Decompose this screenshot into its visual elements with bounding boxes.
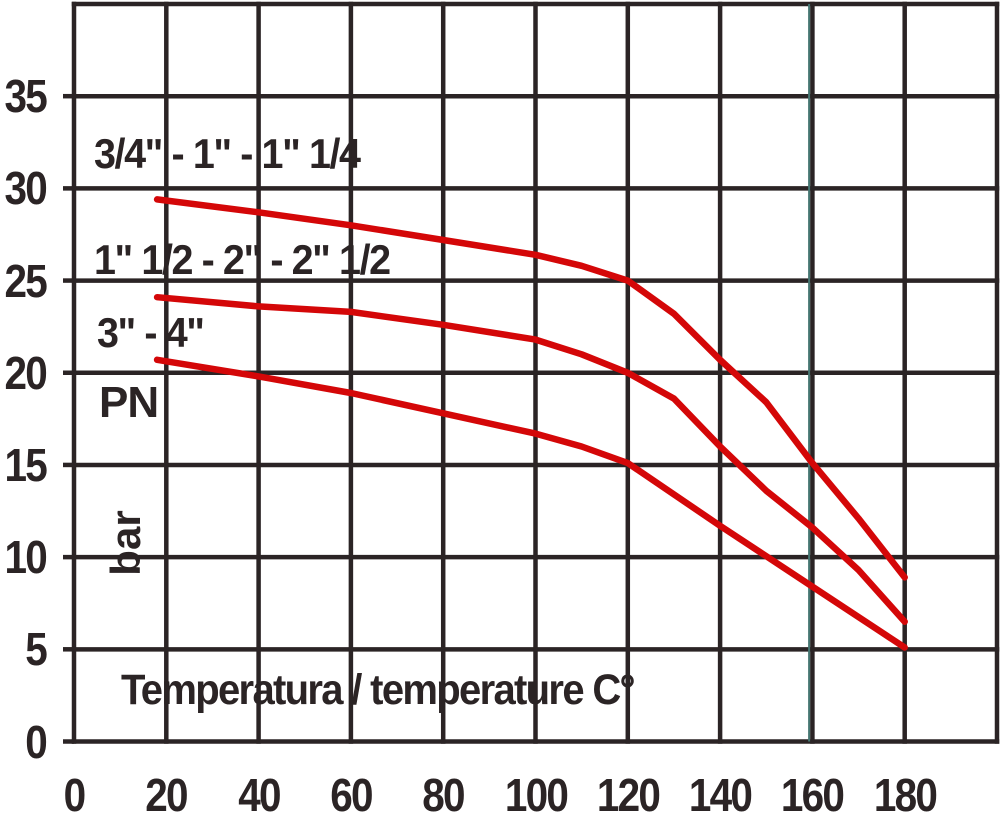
x-tick-label-160: 160 [781,769,845,813]
x-tick-label-120: 120 [596,769,661,813]
y-tick-label-10: 10 [4,531,47,584]
y-tick-label-35: 35 [4,70,47,123]
series-label-large-sizes: 3" - 4" [97,309,205,356]
x-tick-label-0: 0 [63,769,87,813]
y-tick-label-30: 30 [4,162,47,215]
x-tick-label-80: 80 [422,769,465,813]
rating-curve-2 [153,293,908,625]
rating-curve-1 [153,196,908,581]
x-axis-title: Temperatura / temperature C° [121,666,636,714]
series-label-medium-sizes: 1" 1/2 - 2" - 2" 1/2 [94,236,391,283]
x-tick-label-140: 140 [688,769,753,813]
x-tick-label-100: 100 [504,769,568,813]
rating-curve-3 [153,356,908,651]
y-tick-label-20: 20 [4,346,47,399]
x-tick-label-20: 20 [145,769,189,813]
y-tick-label-25: 25 [4,254,47,307]
y-tick-label-5: 5 [25,623,48,676]
y-axis-unit-bar: bar [102,510,149,576]
y-axis-unit-pn: PN [99,378,159,427]
y-tick-label-0: 0 [25,715,48,768]
series-label-small-sizes: 3/4" - 1" - 1" 1/4 [94,130,361,177]
x-tick-label-60: 60 [330,769,373,813]
x-tick-label-180: 180 [873,769,938,813]
x-tick-label-40: 40 [237,769,281,813]
y-tick-label-15: 15 [4,438,47,491]
